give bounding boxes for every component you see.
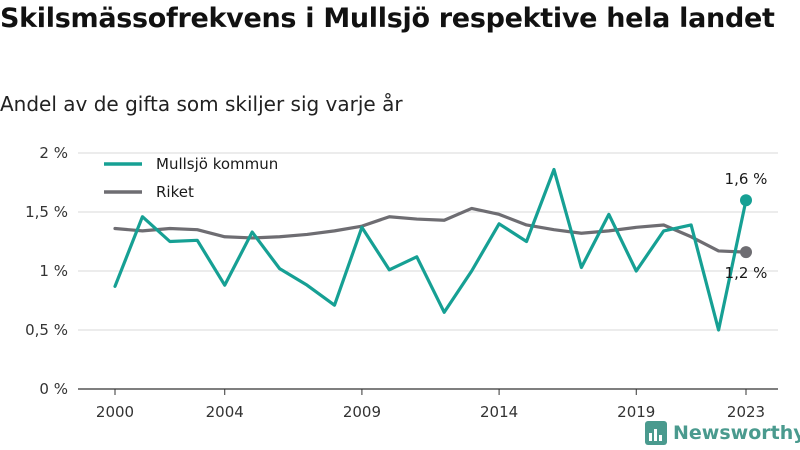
legend: Mullsjö kommun Riket (104, 155, 278, 201)
end-point-riket (740, 246, 752, 259)
series-lines (113, 167, 748, 332)
y-tick-label: 1,5 % (25, 203, 68, 221)
newsworthy-logo: Newsworthy (645, 420, 800, 446)
y-tick-label: 1 % (39, 262, 68, 280)
brand-name: Newsworthy (673, 422, 800, 444)
y-axis-ticks: 0 % 0,5 % 1 % 1,5 % 2 % (25, 144, 68, 398)
x-tick-label: 2000 (96, 403, 134, 421)
x-tick-label: 2009 (343, 403, 381, 421)
y-tick-label: 2 % (39, 144, 68, 162)
y-tick-label: 0,5 % (25, 321, 68, 339)
newsworthy-logo-icon (645, 421, 667, 445)
end-value-label: 1,2 % (725, 264, 768, 282)
y-tick-label: 0 % (39, 380, 68, 398)
x-tick-label: 2004 (206, 403, 244, 421)
x-tick-label: 2014 (480, 403, 518, 421)
chart-title: Skilsmässofrekvens i Mullsjö respektive … (0, 3, 775, 34)
x-axis-ticks: 2000 2004 2009 2014 2019 2023 (96, 389, 765, 421)
series-line-riket (113, 206, 748, 254)
end-value-label: 1,6 % (725, 170, 768, 188)
gridlines (78, 152, 778, 390)
x-tick-label: 2023 (727, 403, 765, 421)
legend-label: Riket (156, 183, 194, 201)
end-point-mullsjo (740, 194, 752, 207)
chart-subtitle: Andel av de gifta som skiljer sig varje … (0, 92, 403, 116)
end-markers: 1,6 % 1,2 % (725, 170, 768, 282)
legend-label: Mullsjö kommun (156, 155, 278, 173)
x-tick-label: 2019 (617, 403, 655, 421)
series-line-mullsjo (113, 167, 748, 332)
